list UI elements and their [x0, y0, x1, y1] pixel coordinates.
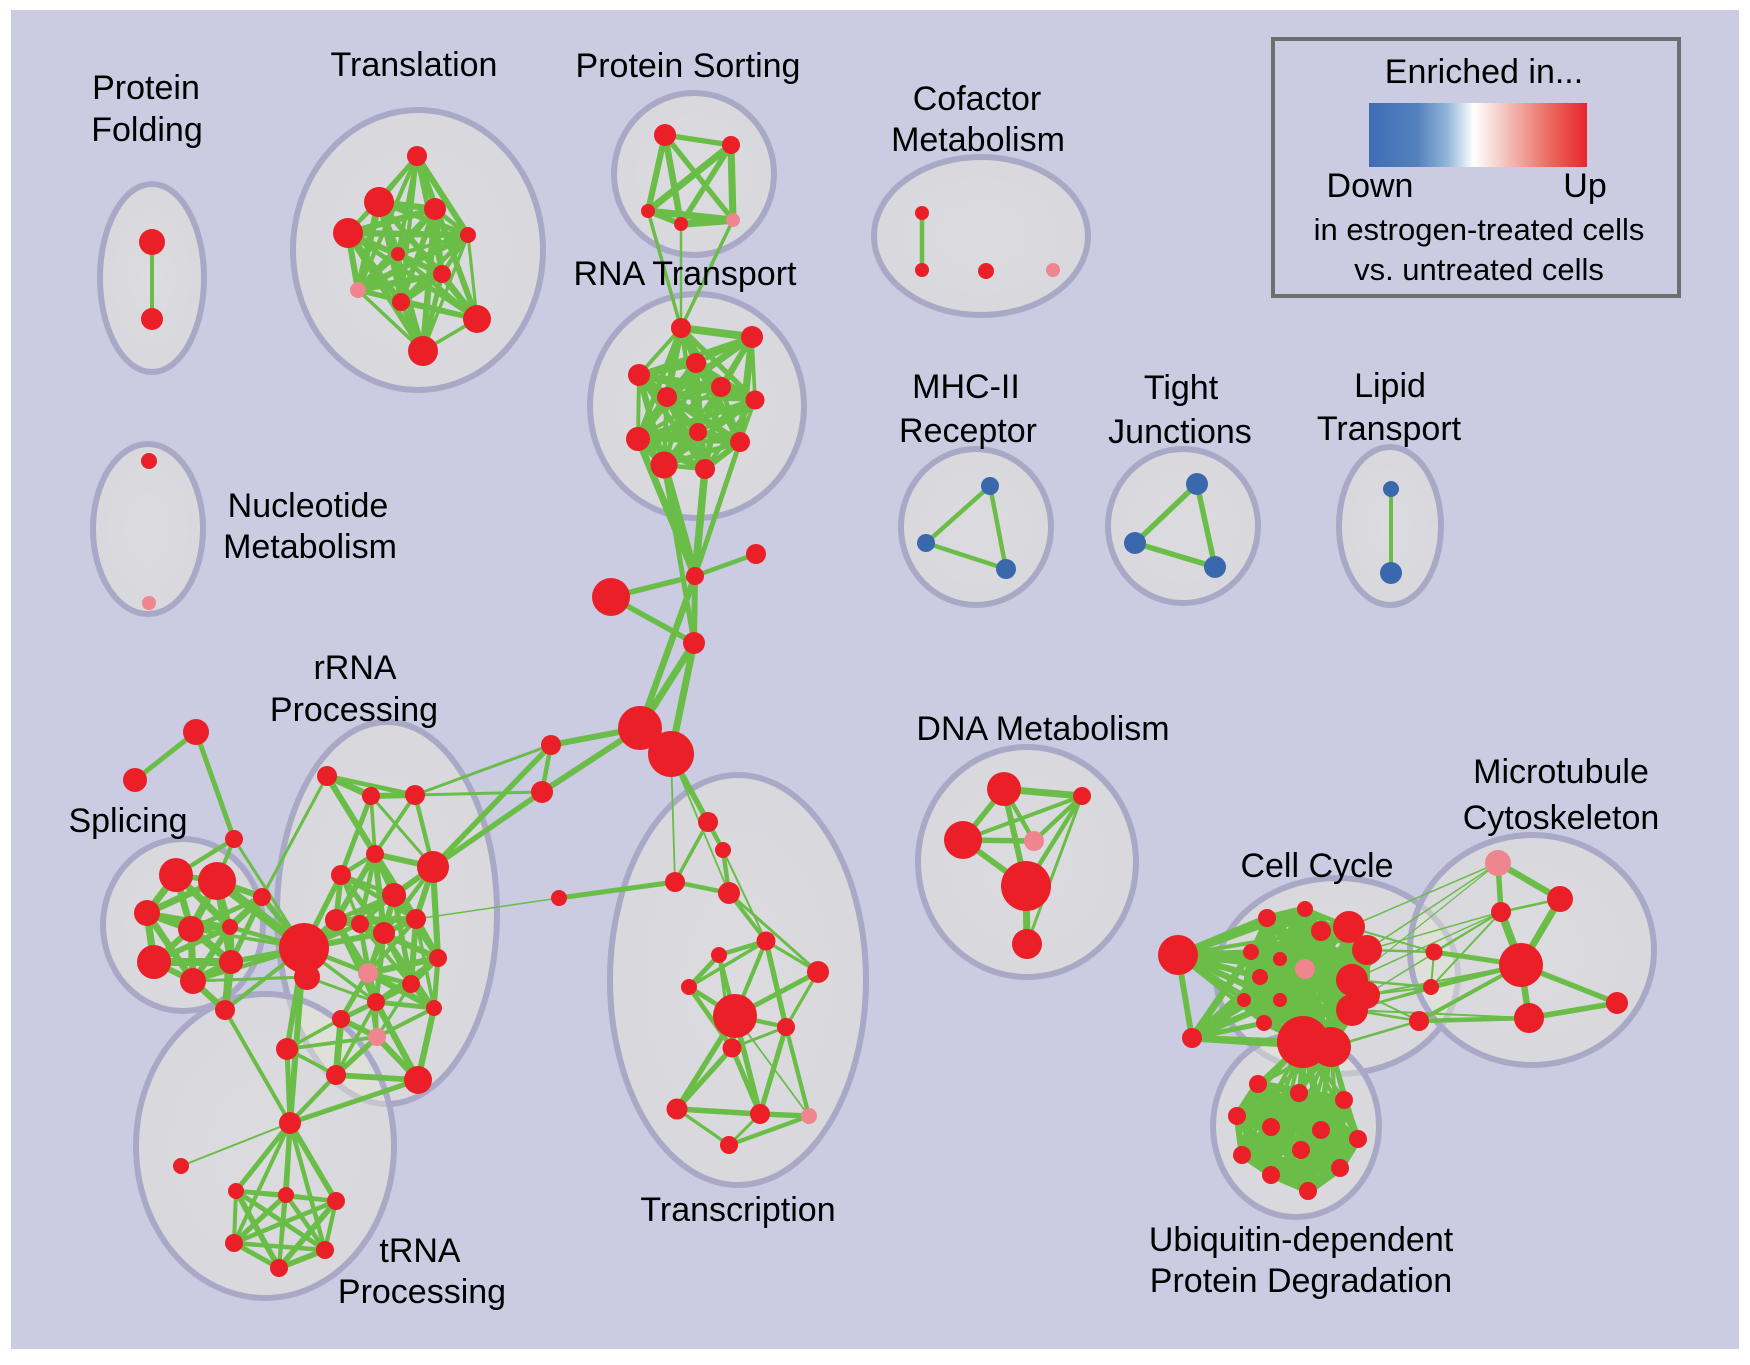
svg-text:Nucleotide: Nucleotide [228, 487, 389, 525]
svg-text:Protein Sorting: Protein Sorting [576, 47, 801, 85]
svg-text:Down: Down [1327, 167, 1414, 205]
svg-text:Transport: Transport [1317, 410, 1462, 448]
svg-text:Protein Degradation: Protein Degradation [1150, 1262, 1452, 1300]
svg-text:Tight: Tight [1144, 369, 1219, 407]
svg-text:Microtubule: Microtubule [1473, 753, 1649, 791]
svg-text:tRNA: tRNA [379, 1232, 461, 1270]
svg-text:DNA Metabolism: DNA Metabolism [916, 710, 1169, 748]
svg-text:Ubiquitin-dependent: Ubiquitin-dependent [1149, 1221, 1454, 1259]
svg-text:MHC-II: MHC-II [912, 368, 1020, 406]
svg-text:RNA Transport: RNA Transport [574, 255, 798, 293]
svg-text:Lipid: Lipid [1354, 367, 1426, 405]
svg-text:Junctions: Junctions [1108, 413, 1252, 451]
svg-text:Transcription: Transcription [640, 1191, 835, 1229]
svg-text:rRNA: rRNA [313, 649, 396, 687]
svg-text:Metabolism: Metabolism [223, 528, 397, 566]
svg-text:Metabolism: Metabolism [891, 121, 1065, 159]
svg-text:Receptor: Receptor [899, 412, 1037, 450]
svg-text:Cofactor: Cofactor [913, 80, 1042, 118]
svg-text:Up: Up [1563, 167, 1606, 205]
svg-text:Processing: Processing [270, 691, 438, 729]
svg-text:Enriched in...: Enriched in... [1385, 53, 1583, 91]
svg-text:Processing: Processing [338, 1273, 506, 1311]
svg-text:in estrogen-treated cells: in estrogen-treated cells [1314, 212, 1645, 247]
svg-text:Translation: Translation [331, 46, 498, 84]
svg-text:Folding: Folding [91, 111, 203, 149]
svg-text:Cytoskeleton: Cytoskeleton [1463, 799, 1660, 837]
svg-text:Protein: Protein [92, 69, 200, 107]
svg-text:vs. untreated cells: vs. untreated cells [1354, 252, 1604, 287]
svg-text:Cell Cycle: Cell Cycle [1240, 847, 1393, 885]
svg-text:Splicing: Splicing [68, 802, 187, 840]
